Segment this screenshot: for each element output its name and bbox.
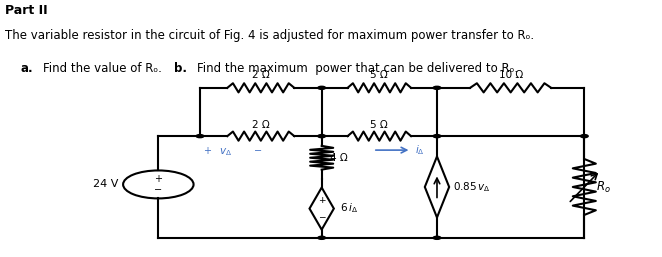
Text: +: + — [318, 196, 326, 205]
Circle shape — [318, 135, 326, 138]
Circle shape — [318, 236, 326, 239]
Circle shape — [318, 86, 326, 89]
Text: 4 Ω: 4 Ω — [330, 153, 348, 163]
Text: $v_\Delta$: $v_\Delta$ — [219, 146, 232, 158]
Text: 5 Ω: 5 Ω — [371, 120, 388, 130]
Text: 2 Ω: 2 Ω — [252, 70, 269, 80]
Text: +: + — [203, 146, 211, 156]
Text: 24 V: 24 V — [93, 179, 118, 189]
Text: 5 Ω: 5 Ω — [371, 70, 388, 80]
Text: 2 Ω: 2 Ω — [252, 120, 269, 130]
Text: $R_o$: $R_o$ — [596, 179, 610, 195]
Text: The variable resistor in the circuit of Fig. 4 is adjusted for maximum power tra: The variable resistor in the circuit of … — [5, 29, 534, 42]
Text: +: + — [154, 173, 162, 183]
Text: −: − — [154, 185, 162, 195]
Text: −: − — [254, 146, 263, 156]
Text: Find the maximum  power that can be delivered to Rₒ.: Find the maximum power that can be deliv… — [197, 62, 518, 75]
Text: $0.85\,v_\Delta$: $0.85\,v_\Delta$ — [453, 180, 491, 194]
Circle shape — [433, 236, 441, 239]
Text: Part II: Part II — [5, 4, 47, 17]
Circle shape — [581, 135, 588, 138]
Text: 10 Ω: 10 Ω — [498, 70, 523, 80]
Text: Find the value of Rₒ.: Find the value of Rₒ. — [43, 62, 162, 75]
Text: $6\,i_\Delta$: $6\,i_\Delta$ — [340, 202, 357, 215]
Text: b.: b. — [174, 62, 187, 75]
Text: $i_\Delta$: $i_\Delta$ — [414, 143, 424, 157]
Text: −: − — [318, 213, 326, 222]
Circle shape — [433, 135, 441, 138]
Circle shape — [196, 135, 204, 138]
Circle shape — [433, 86, 441, 89]
Text: a.: a. — [21, 62, 33, 75]
